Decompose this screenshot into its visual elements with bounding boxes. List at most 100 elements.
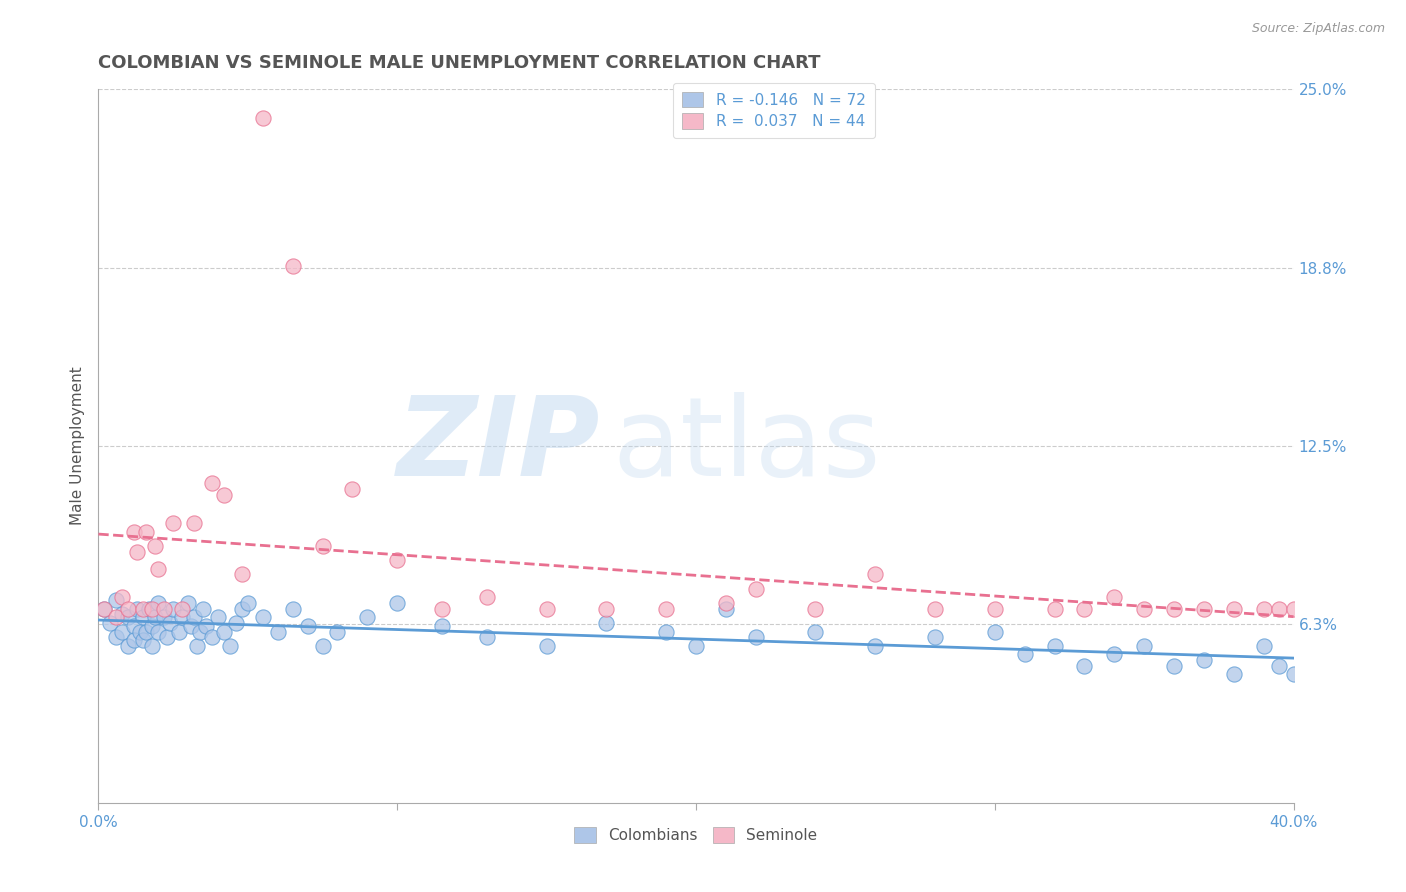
Point (984, 624, 1007, 639)
Point (385, 553, 409, 567)
Point (93, 601, 115, 615)
Point (804, 624, 827, 639)
Point (162, 601, 184, 615)
Point (430, 619, 453, 633)
Point (156, 630, 179, 644)
Point (1192, 653, 1215, 667)
Point (135, 624, 157, 639)
Point (804, 601, 827, 615)
Point (1223, 601, 1246, 615)
Point (595, 615, 617, 630)
Point (188, 624, 211, 639)
Y-axis label: Male Unemployment: Male Unemployment (69, 367, 84, 525)
Point (714, 596, 737, 610)
Point (132, 601, 155, 615)
Point (326, 624, 349, 639)
Point (129, 624, 152, 639)
Point (105, 593, 128, 607)
Point (180, 619, 202, 633)
Point (143, 610, 166, 624)
Point (127, 601, 149, 615)
Point (141, 601, 163, 615)
Point (132, 610, 155, 624)
Point (1014, 648, 1036, 662)
Point (212, 487, 235, 501)
Point (356, 610, 378, 624)
Point (143, 539, 166, 553)
Point (225, 615, 247, 630)
Point (124, 619, 146, 633)
Point (186, 639, 208, 653)
Point (201, 476, 224, 491)
Point (1133, 639, 1156, 653)
Point (167, 624, 190, 639)
Point (138, 601, 160, 615)
Point (655, 601, 678, 615)
Point (183, 516, 205, 530)
Point (195, 619, 218, 633)
Legend: Colombians, Seminole: Colombians, Seminole (565, 818, 827, 852)
Point (1223, 667, 1246, 681)
Text: Source: ZipAtlas.com: Source: ZipAtlas.com (1251, 22, 1385, 36)
Point (714, 601, 737, 615)
Point (124, 524, 146, 539)
Point (219, 639, 242, 653)
Point (127, 544, 149, 558)
Point (1253, 601, 1275, 615)
Point (111, 591, 134, 605)
Point (1104, 591, 1126, 605)
Point (865, 639, 887, 653)
Point (177, 596, 200, 610)
Point (148, 596, 170, 610)
Point (1043, 639, 1066, 653)
Point (124, 633, 146, 648)
Point (1163, 658, 1185, 673)
Point (1267, 601, 1289, 615)
Point (117, 610, 139, 624)
Point (212, 624, 235, 639)
Point (135, 524, 157, 539)
Point (1073, 601, 1095, 615)
Point (141, 619, 163, 633)
Point (430, 601, 453, 615)
Point (1043, 601, 1066, 615)
Point (475, 591, 498, 605)
Point (183, 610, 205, 624)
Point (1133, 601, 1156, 615)
Point (1104, 648, 1126, 662)
Point (685, 639, 707, 653)
Point (1282, 601, 1305, 615)
Point (105, 630, 128, 644)
Point (231, 601, 253, 615)
Point (252, 610, 274, 624)
Point (117, 639, 139, 653)
Point (172, 610, 194, 624)
Point (93, 601, 115, 615)
Point (1267, 658, 1289, 673)
Point (98, 615, 122, 630)
Point (153, 601, 176, 615)
Point (252, 111, 274, 125)
Point (105, 610, 128, 624)
Point (1282, 667, 1305, 681)
Text: COLOMBIAN VS SEMINOLE MALE UNEMPLOYMENT CORRELATION CHART: COLOMBIAN VS SEMINOLE MALE UNEMPLOYMENT … (98, 54, 821, 72)
Point (311, 639, 333, 653)
Point (984, 601, 1007, 615)
Point (172, 601, 194, 615)
Point (162, 516, 184, 530)
Point (475, 630, 498, 644)
Point (111, 607, 134, 622)
Point (1253, 639, 1275, 653)
Point (117, 601, 139, 615)
Point (311, 539, 333, 553)
Point (132, 633, 155, 648)
Point (191, 601, 214, 615)
Point (924, 630, 946, 644)
Point (236, 596, 259, 610)
Point (745, 582, 768, 596)
Point (1192, 601, 1215, 615)
Text: atlas: atlas (613, 392, 880, 500)
Point (865, 567, 887, 582)
Point (655, 624, 678, 639)
Point (148, 624, 170, 639)
